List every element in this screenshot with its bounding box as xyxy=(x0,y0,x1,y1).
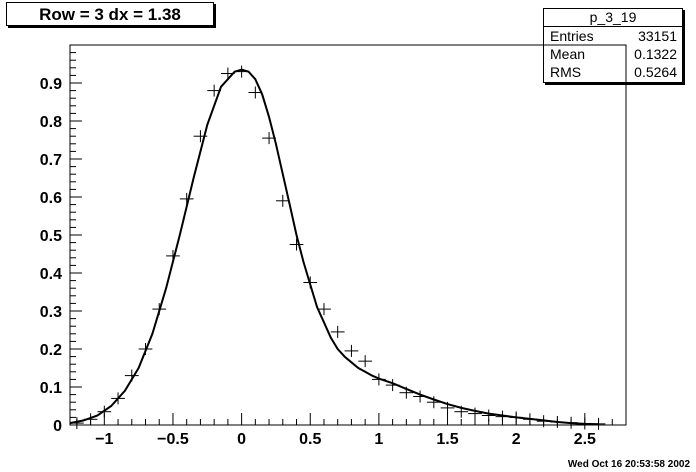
stats-label: Mean xyxy=(550,46,586,62)
y-tick-label: 0.7 xyxy=(40,152,62,169)
data-point xyxy=(330,325,345,338)
y-tick-label: 0.5 xyxy=(40,228,62,245)
y-tick-label: 0.8 xyxy=(40,114,62,131)
data-point xyxy=(550,415,565,428)
data-point xyxy=(358,355,373,368)
y-tick-label: 0.9 xyxy=(40,76,62,93)
x-tick-label: −1 xyxy=(95,431,113,448)
data-point xyxy=(248,86,263,99)
stats-value: 33151 xyxy=(638,28,677,44)
data-point xyxy=(207,84,222,97)
data-point xyxy=(193,130,208,143)
stats-row-mean: Mean 0.1322 xyxy=(544,45,682,63)
data-point xyxy=(372,373,386,386)
data-point xyxy=(275,194,290,207)
x-tick-label: 0 xyxy=(237,431,246,448)
x-tick-label: 1.5 xyxy=(436,431,458,448)
y-tick-label: 0.4 xyxy=(40,266,62,283)
data-point xyxy=(426,396,441,409)
data-point xyxy=(138,343,153,355)
stats-row-entries: Entries 33151 xyxy=(544,27,682,45)
data-point xyxy=(577,417,592,430)
y-tick-label: 0.6 xyxy=(40,190,62,207)
data-point xyxy=(317,303,331,316)
plot-frame xyxy=(69,44,627,426)
x-tick-label: 2.5 xyxy=(574,431,596,448)
data-point xyxy=(536,415,551,428)
x-tick-label: 2 xyxy=(512,431,521,448)
data-point xyxy=(564,416,578,429)
data-point xyxy=(413,390,427,403)
data-point xyxy=(221,67,235,80)
stats-label: Entries xyxy=(550,28,594,44)
data-point xyxy=(70,417,84,430)
data-point xyxy=(303,276,318,289)
stats-label: RMS xyxy=(550,64,582,80)
data-point xyxy=(97,405,112,418)
y-tick-label: 0.1 xyxy=(40,380,62,397)
data-point xyxy=(509,411,524,424)
data-point xyxy=(440,401,455,414)
data-point xyxy=(468,407,482,420)
data-point xyxy=(344,344,359,357)
stats-row-rms: RMS 0.5264 xyxy=(544,63,682,81)
date-stamp: Wed Oct 16 20:53:58 2002 xyxy=(567,459,690,470)
stats-value: 0.1322 xyxy=(634,46,677,62)
data-point xyxy=(385,379,400,392)
data-point xyxy=(495,410,510,423)
data-point xyxy=(262,132,276,145)
data-point xyxy=(454,405,469,418)
data-point xyxy=(152,303,167,316)
data-point xyxy=(481,409,496,422)
data-point xyxy=(166,249,180,262)
y-tick-label: 0.3 xyxy=(40,304,62,321)
stats-histogram-name: p_3_19 xyxy=(544,9,682,27)
y-tick-label: 0.2 xyxy=(40,342,62,359)
data-point xyxy=(289,238,304,251)
x-tick-label: 1 xyxy=(374,431,383,448)
data-point xyxy=(111,392,125,405)
x-tick-label: −0.5 xyxy=(157,431,189,448)
x-tick-label: 0.5 xyxy=(299,431,321,448)
data-point xyxy=(523,413,537,426)
stats-value: 0.5264 xyxy=(634,64,677,80)
data-point xyxy=(591,417,606,430)
histogram-title: Row = 3 dx = 1.38 xyxy=(6,2,214,26)
data-point xyxy=(124,369,139,382)
data-point xyxy=(399,386,414,399)
data-point xyxy=(234,65,249,78)
fit-curve xyxy=(69,68,599,426)
data-point xyxy=(83,413,98,426)
stats-box: p_3_19 Entries 33151 Mean 0.1322 RMS 0.5… xyxy=(543,8,683,83)
data-point xyxy=(179,192,194,205)
y-tick-label: 0 xyxy=(53,418,62,435)
